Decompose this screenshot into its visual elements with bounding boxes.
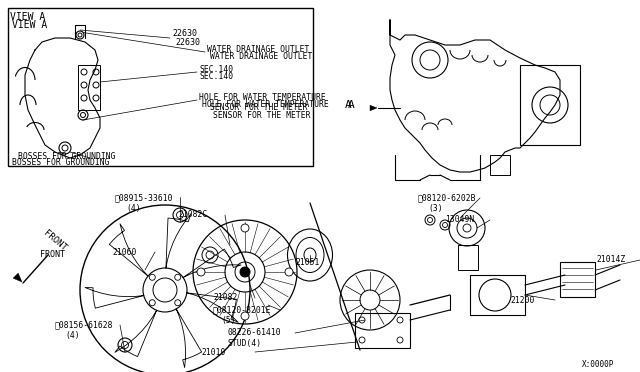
Text: 13049N: 13049N bbox=[445, 215, 474, 224]
Text: SEC.140: SEC.140 bbox=[199, 64, 233, 74]
Polygon shape bbox=[176, 309, 202, 368]
Text: 22630: 22630 bbox=[175, 38, 200, 47]
Text: 21060: 21060 bbox=[112, 248, 136, 257]
Text: X:0000P: X:0000P bbox=[582, 360, 614, 369]
Circle shape bbox=[149, 274, 156, 280]
Polygon shape bbox=[370, 105, 377, 111]
Circle shape bbox=[175, 274, 180, 280]
Text: (4): (4) bbox=[65, 331, 79, 340]
Text: 21051: 21051 bbox=[295, 258, 319, 267]
Circle shape bbox=[149, 300, 156, 306]
Text: 21200: 21200 bbox=[510, 296, 534, 305]
Text: HOLE FOR WATER TEMPERATURE: HOLE FOR WATER TEMPERATURE bbox=[199, 93, 326, 102]
Text: 08226-61410: 08226-61410 bbox=[228, 328, 282, 337]
Bar bbox=[8, 8, 313, 166]
Text: VIEW A: VIEW A bbox=[12, 20, 47, 30]
Polygon shape bbox=[166, 214, 191, 268]
Polygon shape bbox=[85, 288, 144, 308]
Text: WATER DRAINAGE OUTLET: WATER DRAINAGE OUTLET bbox=[207, 45, 309, 54]
Text: A: A bbox=[348, 100, 355, 110]
Text: BOSSES FOR GROUNDING: BOSSES FOR GROUNDING bbox=[12, 158, 109, 167]
Bar bbox=[78, 65, 100, 110]
Text: SENSOR FOR THE METER: SENSOR FOR THE METER bbox=[210, 103, 307, 112]
Polygon shape bbox=[187, 293, 238, 322]
Bar bbox=[470, 275, 525, 315]
Circle shape bbox=[241, 312, 249, 320]
Text: (3): (3) bbox=[428, 204, 443, 213]
Bar bbox=[458, 245, 478, 270]
Polygon shape bbox=[109, 224, 148, 276]
Text: ⒰08120-8201E: ⒰08120-8201E bbox=[213, 305, 271, 314]
Text: 22630: 22630 bbox=[172, 29, 197, 38]
Bar bbox=[355, 313, 410, 348]
Polygon shape bbox=[115, 310, 157, 357]
Bar bbox=[490, 155, 510, 175]
Polygon shape bbox=[13, 273, 22, 282]
Polygon shape bbox=[183, 249, 241, 278]
Bar bbox=[520, 65, 580, 145]
Text: SENSOR FOR THE METER: SENSOR FOR THE METER bbox=[213, 111, 310, 120]
Text: ⒲08156-61628: ⒲08156-61628 bbox=[55, 320, 113, 329]
Text: 21082: 21082 bbox=[213, 293, 237, 302]
Text: STUD(4): STUD(4) bbox=[228, 339, 262, 348]
Text: BOSSES FOR GROUNDING: BOSSES FOR GROUNDING bbox=[18, 152, 115, 161]
Circle shape bbox=[76, 31, 84, 39]
Bar bbox=[560, 262, 595, 297]
Text: (5): (5) bbox=[221, 316, 236, 325]
Text: FRONT: FRONT bbox=[40, 250, 65, 259]
Text: SEC.140: SEC.140 bbox=[200, 72, 234, 81]
Text: WATER DRAINAGE OUTLET: WATER DRAINAGE OUTLET bbox=[210, 52, 312, 61]
Text: 21010: 21010 bbox=[201, 348, 225, 357]
Circle shape bbox=[240, 267, 250, 277]
Text: ⒲08120-6202B: ⒲08120-6202B bbox=[418, 193, 477, 202]
Circle shape bbox=[197, 268, 205, 276]
Text: Ⓥ08915-33610: Ⓥ08915-33610 bbox=[115, 193, 173, 202]
Text: HOLE FOR WATER TEMPERATURE: HOLE FOR WATER TEMPERATURE bbox=[202, 100, 329, 109]
Text: 21082C: 21082C bbox=[178, 210, 207, 219]
Text: FRONT: FRONT bbox=[42, 229, 68, 253]
Circle shape bbox=[241, 224, 249, 232]
Text: VIEW A: VIEW A bbox=[10, 12, 45, 22]
Circle shape bbox=[175, 300, 180, 306]
Text: (4): (4) bbox=[126, 204, 141, 213]
Text: A: A bbox=[345, 100, 352, 110]
Text: 21014Z: 21014Z bbox=[596, 255, 625, 264]
Circle shape bbox=[285, 268, 293, 276]
